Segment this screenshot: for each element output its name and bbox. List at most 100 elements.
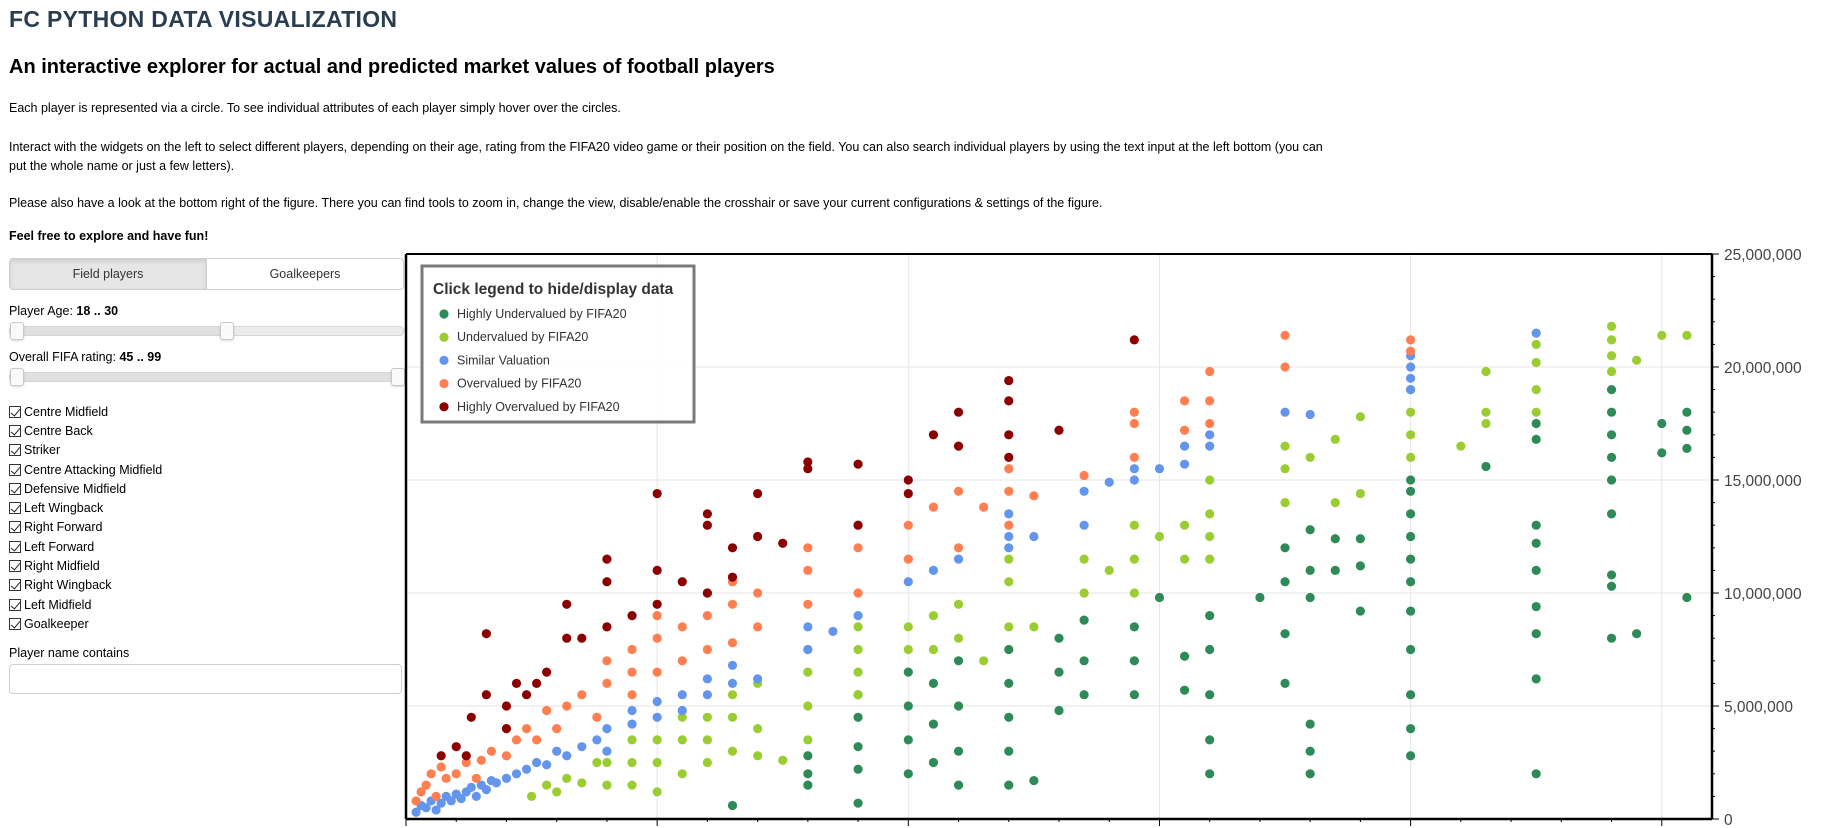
data-point[interactable] (853, 520, 863, 530)
position-checkbox[interactable]: Striker (9, 441, 404, 460)
data-point[interactable] (1481, 461, 1491, 472)
data-point[interactable] (1406, 644, 1416, 655)
data-point[interactable] (727, 660, 738, 670)
rating-slider[interactable] (9, 368, 405, 386)
data-point[interactable] (828, 626, 838, 637)
data-point[interactable] (1406, 362, 1416, 372)
data-point[interactable] (1657, 330, 1667, 340)
data-point[interactable] (1682, 443, 1692, 453)
data-point[interactable] (1004, 396, 1014, 406)
data-point[interactable] (1531, 385, 1541, 395)
data-point[interactable] (1004, 520, 1014, 530)
data-point[interactable] (803, 769, 813, 779)
data-point[interactable] (1606, 366, 1617, 377)
data-point[interactable] (1330, 565, 1340, 575)
data-point[interactable] (1079, 656, 1089, 666)
series-group[interactable] (411, 328, 1541, 817)
data-point[interactable] (1079, 470, 1089, 481)
data-point[interactable] (1606, 351, 1617, 361)
data-point[interactable] (577, 742, 587, 752)
data-point[interactable] (1054, 667, 1064, 677)
data-point[interactable] (928, 678, 939, 688)
data-point[interactable] (1531, 674, 1541, 684)
data-point[interactable] (702, 735, 712, 745)
data-point[interactable] (1305, 565, 1315, 575)
data-point[interactable] (652, 712, 662, 722)
legend-label[interactable]: Similar Valuation (457, 353, 550, 367)
data-point[interactable] (542, 780, 552, 790)
data-point[interactable] (1079, 615, 1089, 625)
data-point[interactable] (778, 755, 788, 765)
data-point[interactable] (602, 724, 612, 734)
data-point[interactable] (1154, 592, 1165, 603)
data-point[interactable] (1205, 611, 1215, 621)
data-point[interactable] (486, 746, 496, 756)
data-point[interactable] (1129, 622, 1139, 632)
age-slider-min-handle[interactable] (10, 322, 24, 340)
data-point[interactable] (1029, 775, 1039, 786)
checkbox-check-icon[interactable] (9, 482, 21, 495)
data-point[interactable] (1004, 531, 1014, 542)
data-point[interactable] (1205, 475, 1215, 485)
data-point[interactable] (1280, 464, 1290, 474)
data-point[interactable] (677, 735, 687, 745)
data-point[interactable] (1179, 685, 1190, 695)
data-point[interactable] (532, 678, 542, 688)
data-point[interactable] (416, 787, 426, 797)
data-point[interactable] (1481, 366, 1491, 377)
data-point[interactable] (1406, 346, 1416, 356)
data-point[interactable] (602, 554, 612, 564)
data-point[interactable] (953, 656, 964, 666)
data-point[interactable] (501, 773, 512, 783)
data-point[interactable] (803, 735, 813, 745)
legend-marker[interactable] (439, 309, 449, 319)
data-point[interactable] (702, 520, 712, 530)
data-point[interactable] (1406, 690, 1416, 700)
data-point[interactable] (1079, 520, 1089, 530)
legend-marker[interactable] (439, 332, 449, 342)
data-point[interactable] (803, 543, 813, 553)
data-point[interactable] (1531, 538, 1541, 548)
data-point[interactable] (702, 757, 712, 768)
data-point[interactable] (1305, 769, 1315, 779)
data-point[interactable] (1280, 629, 1290, 639)
data-point[interactable] (652, 667, 662, 677)
data-point[interactable] (727, 746, 738, 756)
data-point[interactable] (1355, 561, 1365, 571)
data-point[interactable] (1406, 509, 1416, 519)
data-point[interactable] (1029, 491, 1039, 501)
position-checkbox[interactable]: Centre Back (9, 421, 404, 440)
data-point[interactable] (627, 780, 637, 790)
data-point[interactable] (903, 735, 913, 745)
data-point[interactable] (803, 599, 813, 609)
data-point[interactable] (476, 755, 486, 765)
data-point[interactable] (411, 796, 421, 806)
data-point[interactable] (1079, 690, 1089, 700)
data-point[interactable] (562, 773, 572, 783)
position-checkbox[interactable]: Left Forward (9, 537, 404, 556)
data-point[interactable] (1406, 430, 1416, 440)
data-point[interactable] (1682, 425, 1692, 435)
data-point[interactable] (1280, 498, 1290, 508)
data-point[interactable] (1255, 592, 1265, 603)
position-checkbox[interactable]: Defensive Midfield (9, 479, 404, 498)
data-point[interactable] (466, 782, 476, 792)
legend-label[interactable]: Overvalued by FIFA20 (457, 377, 581, 391)
data-point[interactable] (1682, 330, 1692, 340)
data-point[interactable] (471, 773, 481, 783)
data-point[interactable] (1531, 565, 1541, 575)
data-point[interactable] (1406, 577, 1416, 587)
data-point[interactable] (562, 751, 572, 761)
data-point[interactable] (1305, 719, 1315, 729)
data-point[interactable] (436, 762, 446, 772)
data-point[interactable] (1004, 486, 1014, 496)
data-point[interactable] (1079, 554, 1089, 564)
data-point[interactable] (1406, 335, 1416, 345)
data-point[interactable] (1205, 509, 1215, 519)
scatter-chart[interactable]: 0 5,000,000 10,000,000 15,000,000 20,000,000… (404, 246, 1823, 828)
data-point[interactable] (627, 611, 637, 621)
data-point[interactable] (1632, 629, 1642, 639)
data-point[interactable] (903, 667, 913, 677)
data-point[interactable] (1330, 498, 1340, 508)
legend-marker[interactable] (439, 355, 449, 365)
